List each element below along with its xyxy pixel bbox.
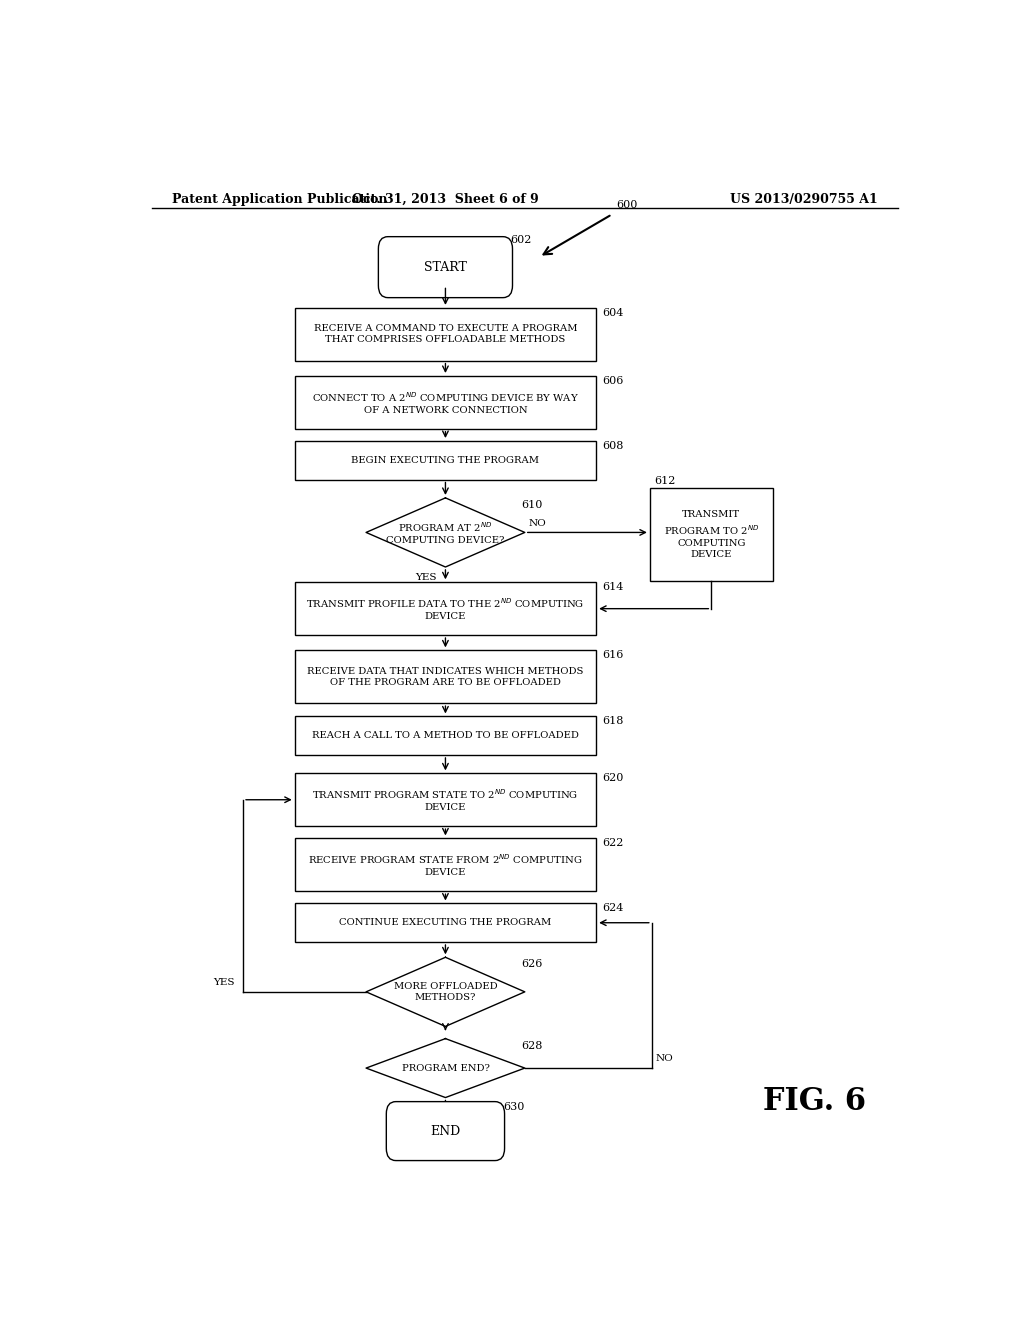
Text: 600: 600 [616,201,637,210]
Text: YES: YES [214,978,236,987]
Text: 604: 604 [602,308,624,318]
Text: 602: 602 [511,235,531,244]
Text: RECEIVE PROGRAM STATE FROM 2$^{ND}$ COMPUTING
DEVICE: RECEIVE PROGRAM STATE FROM 2$^{ND}$ COMP… [308,853,583,878]
Text: BEGIN EXECUTING THE PROGRAM: BEGIN EXECUTING THE PROGRAM [351,455,540,465]
Text: 614: 614 [602,582,624,593]
Text: 612: 612 [653,475,675,486]
Text: Oct. 31, 2013  Sheet 6 of 9: Oct. 31, 2013 Sheet 6 of 9 [352,193,539,206]
Text: 622: 622 [602,838,624,849]
Text: NO: NO [528,519,547,528]
Text: 616: 616 [602,651,624,660]
Text: END: END [430,1125,461,1138]
Text: PROGRAM AT 2$^{ND}$
COMPUTING DEVICE?: PROGRAM AT 2$^{ND}$ COMPUTING DEVICE? [386,520,505,545]
Text: Patent Application Publication: Patent Application Publication [172,193,387,206]
Text: TRANSMIT PROFILE DATA TO THE 2$^{ND}$ COMPUTING
DEVICE: TRANSMIT PROFILE DATA TO THE 2$^{ND}$ CO… [306,597,585,622]
Text: 628: 628 [521,1040,542,1051]
Text: 618: 618 [602,717,624,726]
Text: CONNECT TO A 2$^{ND}$ COMPUTING DEVICE BY WAY
OF A NETWORK CONNECTION: CONNECT TO A 2$^{ND}$ COMPUTING DEVICE B… [312,389,579,414]
Text: START: START [424,260,467,273]
Text: RECEIVE DATA THAT INDICATES WHICH METHODS
OF THE PROGRAM ARE TO BE OFFLOADED: RECEIVE DATA THAT INDICATES WHICH METHOD… [307,667,584,686]
Text: TRANSMIT PROGRAM STATE TO 2$^{ND}$ COMPUTING
DEVICE: TRANSMIT PROGRAM STATE TO 2$^{ND}$ COMPU… [312,787,579,812]
FancyBboxPatch shape [295,376,596,429]
FancyBboxPatch shape [295,308,596,360]
Text: RECEIVE A COMMAND TO EXECUTE A PROGRAM
THAT COMPRISES OFFLOADABLE METHODS: RECEIVE A COMMAND TO EXECUTE A PROGRAM T… [313,325,578,345]
FancyBboxPatch shape [295,717,596,755]
Text: 630: 630 [504,1102,524,1111]
FancyBboxPatch shape [295,582,596,635]
Text: TRANSMIT
PROGRAM TO 2$^{ND}$
COMPUTING
DEVICE: TRANSMIT PROGRAM TO 2$^{ND}$ COMPUTING D… [664,511,759,558]
Text: 620: 620 [602,774,624,783]
FancyBboxPatch shape [650,487,773,581]
Text: 610: 610 [521,500,542,510]
Polygon shape [367,1039,524,1097]
Text: 624: 624 [602,903,624,913]
FancyBboxPatch shape [386,1102,505,1160]
Text: YES: YES [416,1102,437,1111]
FancyBboxPatch shape [295,441,596,479]
Text: YES: YES [416,573,437,582]
Text: PROGRAM END?: PROGRAM END? [401,1064,489,1073]
Polygon shape [367,498,524,568]
Text: NO: NO [655,1053,674,1063]
FancyBboxPatch shape [295,838,596,891]
Text: FIG. 6: FIG. 6 [763,1086,866,1117]
Text: REACH A CALL TO A METHOD TO BE OFFLOADED: REACH A CALL TO A METHOD TO BE OFFLOADED [312,731,579,741]
Text: 606: 606 [602,376,624,385]
Polygon shape [367,957,524,1027]
FancyBboxPatch shape [295,651,596,704]
Text: CONTINUE EXECUTING THE PROGRAM: CONTINUE EXECUTING THE PROGRAM [339,919,552,927]
FancyBboxPatch shape [295,903,596,942]
FancyBboxPatch shape [295,774,596,826]
Text: US 2013/0290755 A1: US 2013/0290755 A1 [730,193,878,206]
Text: 608: 608 [602,441,624,451]
Text: MORE OFFLOADED
METHODS?: MORE OFFLOADED METHODS? [393,982,498,1002]
Text: 626: 626 [521,960,542,969]
FancyBboxPatch shape [379,236,512,297]
